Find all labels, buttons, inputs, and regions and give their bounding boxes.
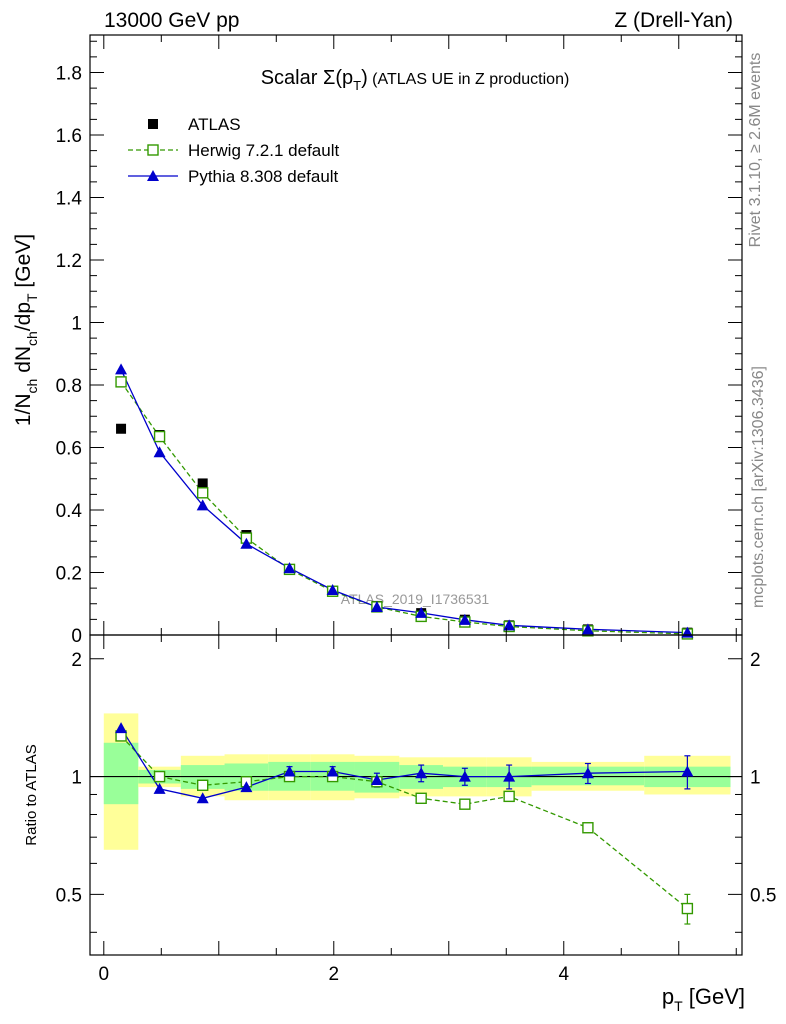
legend-pythia-marker (147, 170, 159, 181)
pythia-point (153, 446, 166, 458)
ratio-pythia-point (115, 722, 128, 734)
pythia-point (240, 537, 253, 549)
ratio-pythia-point (415, 767, 428, 779)
ratio-pythia-point (503, 770, 516, 782)
ratio-herwig-point (196, 779, 209, 791)
y-axis-label-part: T (24, 293, 40, 302)
x-tick-label: 0 (99, 964, 110, 985)
ratio-pythia-point (153, 782, 166, 794)
pythia-point (326, 584, 339, 595)
ratio-herwig-point (582, 822, 594, 834)
x-tick-label: 4 (558, 964, 569, 985)
y-axis-label-part: 1/N (12, 393, 35, 426)
ratio-pythia-point (196, 792, 209, 804)
ratio-pythia-point (581, 767, 594, 779)
legend-label: ATLAS (188, 115, 241, 134)
pythia-line (120, 369, 688, 634)
pythia-point (415, 606, 428, 618)
header-right: Z (Drell-Yan) (614, 9, 733, 32)
atlas-point (197, 478, 208, 489)
ratio-herwig-point (681, 902, 694, 915)
y-axis-label-part: ch (24, 379, 40, 394)
ratio-y-axis-label: Ratio to ATLAS (23, 744, 40, 845)
legend-label: Herwig 7.2.1 default (188, 141, 339, 160)
ratio-herwig-point (503, 790, 515, 803)
y-axis-label-part: dN (12, 346, 35, 379)
rivet-label: Rivet 3.1.10, ≥ 2.6M events (747, 53, 764, 248)
legend-herwig-marker (147, 144, 159, 156)
x-axis-label: pT [GeV] (662, 984, 745, 1014)
herwig-point (115, 376, 127, 388)
ratio-herwig-point (459, 798, 471, 810)
ratio-herwig-point (415, 792, 427, 804)
y-tick-label: 1.2 (56, 251, 82, 272)
ratio-y-tick-label-right: 2 (750, 650, 761, 671)
y-tick-label: 0 (71, 626, 82, 647)
y-axis-label-part: [GeV] (12, 234, 35, 294)
y-axis-label-part: ch (24, 331, 40, 346)
ratio-frame (89, 634, 743, 956)
pythia-point (196, 499, 209, 511)
y-tick-label: 1.6 (56, 126, 82, 147)
herwig-line (120, 381, 688, 635)
y-axis-label: 1/Nch dNch/dpT [GeV] (12, 234, 40, 426)
pythia-point (283, 562, 296, 574)
pythia-point (503, 619, 516, 631)
legend-atlas-marker (148, 119, 158, 129)
header-left: 13000 GeV pp (104, 9, 239, 32)
mcplots-label: mcplots.cern.ch [arXiv:1306.3436] (750, 366, 767, 608)
ratio-pythia-point (240, 781, 253, 793)
y-tick-label: 1.4 (56, 189, 83, 210)
ratio-herwig-point (153, 770, 166, 783)
ratio-y-tick-label: 2 (71, 650, 82, 671)
y-tick-label: 0.6 (56, 439, 82, 460)
ratio-herwig-line (120, 735, 688, 910)
legend-label: Pythia 8.308 default (188, 167, 339, 186)
ratio-y-tick-label: 0.5 (56, 885, 82, 906)
watermark: ATLAS_2019_I1736531 (341, 591, 490, 607)
y-tick-label: 0.2 (56, 564, 82, 585)
pythia-point (370, 600, 383, 612)
y-tick-label: 1.8 (56, 64, 82, 85)
pythia-point (458, 613, 471, 625)
herwig-point (153, 430, 166, 443)
ratio-y-tick-label-right: 1 (750, 768, 761, 789)
y-tick-label: 0.8 (56, 376, 82, 397)
pythia-point (115, 363, 128, 375)
uncertainty-band-green (103, 742, 139, 805)
herwig-point (196, 487, 209, 499)
pythia-point (581, 623, 594, 635)
ratio-pythia-point (326, 765, 339, 777)
atlas-point (116, 423, 127, 434)
ratio-pythia-point (283, 765, 296, 777)
chart-title: Scalar Σ(pT) (ATLAS UE in Z production) (261, 67, 570, 93)
ratio-pythia-point (681, 765, 694, 777)
ratio-pythia-line (120, 727, 688, 799)
y-tick-label: 0.4 (56, 501, 83, 522)
ratio-y-tick-label: 1 (71, 768, 82, 789)
y-axis-label-part: /dp (12, 302, 35, 331)
ratio-pythia-point (370, 773, 383, 785)
x-tick-label: 2 (328, 964, 339, 985)
y-tick-label: 1 (71, 314, 82, 335)
ratio-pythia-point (458, 770, 471, 782)
ratio-y-tick-label-right: 0.5 (750, 885, 776, 906)
